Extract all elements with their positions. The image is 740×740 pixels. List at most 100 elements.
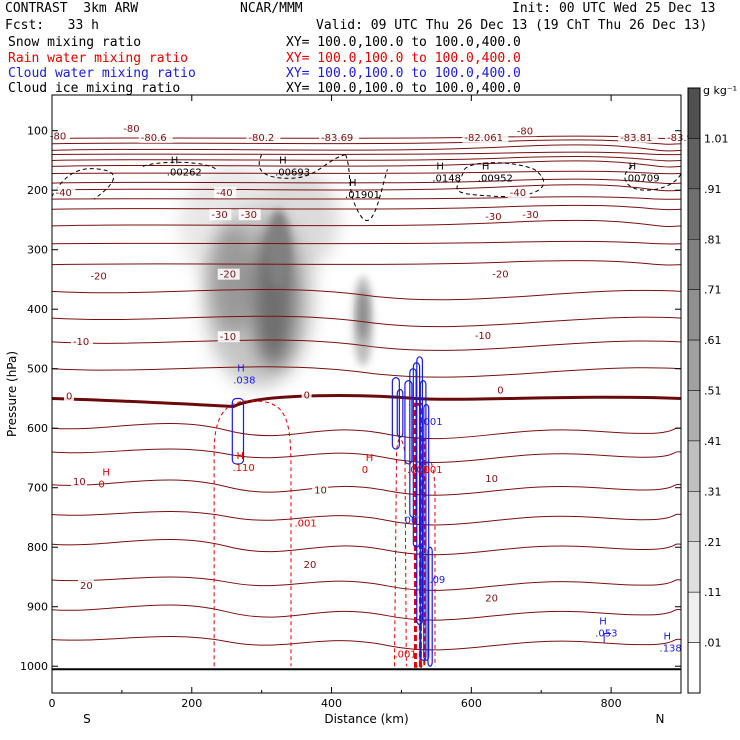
high-marker-value: .01901 [345,190,380,201]
contour-label: -10 [73,337,89,348]
colorbar-bin [687,591,701,643]
axes: 0 200 400 600 800100200300400500600700800900… [5,94,682,726]
cloud-ice-contour [456,162,545,198]
isotherm-line [52,219,681,227]
y-tick-label: 100 [27,125,48,138]
plot-frame [51,94,682,694]
high-marker-value: .00709 [625,173,660,184]
colorbar: 1.01 .91 .81 .71 .61 .51 .41 .31 .21 .11 .01 g kg⁻¹ [687,84,737,694]
cloud-ice-contour [345,154,388,222]
contour-label: -80 [517,126,533,137]
cloud-water-label: .001 [420,417,442,428]
isotherm-line [52,479,681,496]
contour-label-bg [70,475,87,487]
contour-label: -80 [123,124,139,135]
colorbar-frame [687,87,701,694]
high-marker-value: .00262 [167,167,202,178]
field-rain-name: Rain water mixing ratio [8,51,189,66]
valid-time: Valid: 09 UTC Thu 26 Dec 13 (19 ChT Thu … [316,18,708,33]
contour-label: 0 [66,392,72,403]
x-tick-label: 400 [321,697,342,710]
y-axis-label: Pressure (hPa) [5,351,19,437]
contour-label-bg [462,131,509,143]
contour-label: -30 [211,210,227,221]
y-tick-label: 300 [27,244,48,257]
contour-label: 10 [485,474,498,485]
field-snow-name: Snow mixing ratio [8,35,142,50]
contour-label-bg [63,390,74,402]
colorbar-label: .81 [704,233,722,246]
high-marker-value: .110 [233,463,255,474]
y-tick-label: 400 [27,303,48,316]
colorbar-bin [687,440,701,492]
contour-label-bg [472,329,495,341]
contour-label-bg [121,122,144,134]
contour-label-bg [618,131,659,143]
isotherm-line [52,511,681,526]
x-tick-label: 200 [181,697,202,710]
high-marker-symbol: H [599,616,607,627]
contour-label-bg [238,209,261,221]
colorbar-label: .21 [704,536,722,549]
colorbar-label: .91 [704,183,722,196]
colorbar-bin [687,390,701,442]
contour-label-bg [209,209,232,221]
cloud-ice-contour [52,168,114,200]
contour-label: 20 [304,560,317,571]
x-axis-label: Distance (km) [324,712,408,726]
y-tick-label: 200 [27,184,48,197]
high-marker-symbol: H [436,161,444,172]
x-tick-label: 800 [601,697,622,710]
contour-label-bg [246,131,281,143]
field-rain-xy: XY= 100.0,100.0 to 100.0,400.0 [286,51,521,66]
cloud-water-contour [423,403,430,661]
contour-label: -20 [220,270,236,281]
high-marker-symbol: H [102,468,110,479]
cloud-water-contour [231,397,245,465]
isotherm-line [52,288,681,301]
isotherm-line [52,423,681,440]
contour-label: -83.94 [667,133,699,144]
colorbar-bin [687,541,701,593]
colorbar-bin [687,239,701,290]
contour-label-bg [138,131,173,143]
colorbar-label: .61 [704,334,722,347]
cloud-water-contour [391,377,400,450]
contour-label: -80.2 [248,133,274,144]
contour-label: -80.6 [141,133,167,144]
colorbar-label: .01 [704,637,722,650]
contour-label-bg [483,210,506,222]
rain-label: .001 [394,649,416,660]
y-tick-label: 500 [27,363,48,376]
y-tick-label: 600 [27,422,48,435]
isotherm-line [52,339,681,351]
isotherm-line [52,204,681,211]
high-marker-symbol: H [237,364,245,375]
field-cloudice-xy: XY= 100.0,100.0 to 100.0,400.0 [286,81,521,96]
x-tick-label: 0 [49,697,56,710]
contour-label: -40 [216,188,232,199]
isotherm-line [52,178,681,184]
contour-label-bg [490,268,513,280]
field-cloudwater-xy: XY= 100.0,100.0 to 100.0,400.0 [286,66,521,81]
contour-label: -40 [510,188,526,199]
contour-label-bg [507,187,530,199]
isotherm-line [52,366,681,378]
contour-label: -30 [522,210,538,221]
contour-label-bg [53,187,76,199]
high-marker-value: .00693 [275,167,310,178]
isotherm-line [52,151,681,156]
y-tick-label: 900 [27,601,48,614]
isotherm-line [52,240,681,245]
contour-label: 20 [80,581,93,592]
colorbar-bin [687,138,701,190]
freezing-level-line [52,394,681,408]
rain-label: .001 [295,518,317,529]
contour-label: 10 [73,477,86,488]
isotherm-line [52,184,681,192]
isotherm-line [52,170,681,175]
contour-label-bg [312,484,329,496]
contour-label: -30 [485,212,501,223]
colorbar-bin [687,642,701,694]
rain-label: .001 [420,465,442,476]
